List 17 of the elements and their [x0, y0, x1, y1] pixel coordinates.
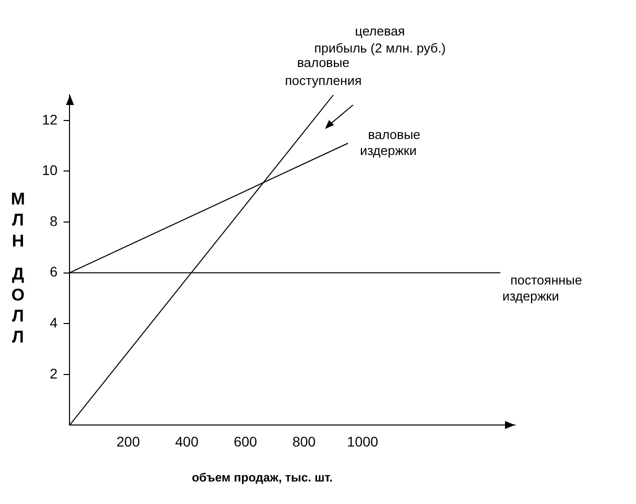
x-tick-label: 200: [116, 433, 140, 450]
x-axis-title: объем продаж, тыс. шт.: [192, 470, 333, 485]
series-label: постоянные издержки: [502, 272, 582, 304]
y-axis-title: МЛН ДОЛЛ: [10, 190, 26, 347]
y-tick-label: 2: [50, 365, 58, 382]
series-label: валовые поступления: [284, 55, 362, 88]
x-tick-label: 800: [292, 433, 316, 450]
series-label: валовые издержки: [360, 126, 420, 158]
y-tick-label: 6: [50, 264, 58, 280]
y-tick-label: 8: [50, 212, 58, 229]
y-tick-label: 4: [50, 314, 58, 330]
text: целевая прибыль (2 млн. руб.): [314, 24, 446, 56]
x-tick-label: 400: [175, 433, 199, 450]
x-tick-label: 600: [234, 433, 258, 450]
x-tick-label: 1000: [347, 433, 378, 450]
y-tick-label: 10: [42, 162, 58, 178]
y-tick-label: 12: [42, 111, 58, 128]
